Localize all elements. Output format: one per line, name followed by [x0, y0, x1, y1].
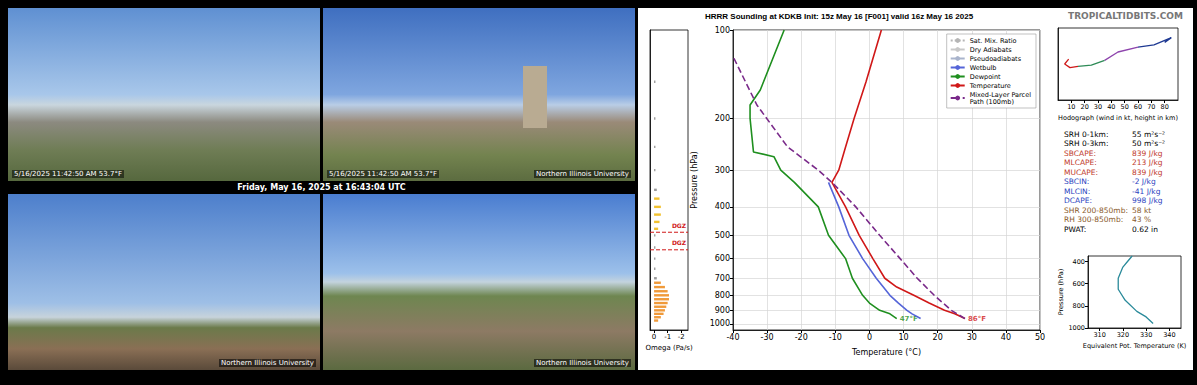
svg-text:MLCAPE:: MLCAPE:: [1064, 158, 1097, 167]
svg-text:PWAT:: PWAT:: [1064, 225, 1086, 234]
svg-text:30: 30: [1094, 103, 1102, 111]
svg-text:200: 200: [715, 114, 730, 123]
svg-text:400: 400: [715, 202, 730, 211]
svg-text:800: 800: [1073, 302, 1085, 310]
svg-text:600: 600: [715, 254, 730, 263]
svg-text:1000: 1000: [710, 319, 730, 328]
svg-text:DGZ: DGZ: [672, 222, 687, 229]
svg-text:998 J/kg: 998 J/kg: [1132, 196, 1163, 205]
svg-text:DGZ: DGZ: [672, 239, 687, 246]
svg-text:600: 600: [1073, 280, 1085, 288]
svg-text:0.62 in: 0.62 in: [1132, 225, 1158, 234]
svg-text:MUCAPE:: MUCAPE:: [1064, 168, 1098, 177]
svg-text:300: 300: [715, 166, 730, 175]
svg-text:-30: -30: [761, 333, 774, 342]
svg-text:Sat. Mix. Ratio: Sat. Mix. Ratio: [970, 37, 1017, 45]
svg-text:-10: -10: [829, 333, 842, 342]
svg-text:-40: -40: [726, 333, 739, 342]
svg-text:-1: -1: [664, 333, 671, 341]
svg-text:50: 50: [1035, 333, 1045, 342]
svg-text:40: 40: [1001, 333, 1011, 342]
svg-text:SRH 0-3km:: SRH 0-3km:: [1064, 139, 1108, 148]
svg-text:Pressure (hPa): Pressure (hPa): [690, 151, 699, 208]
svg-text:Dry Adiabats: Dry Adiabats: [970, 46, 1012, 54]
html-text:5/16/2025 11:42:50 AM 53.7°F: 5/16/2025 11:42:50 AM 53.7°F: [14, 170, 122, 178]
svg-text:SRH 0-1km:: SRH 0-1km:: [1064, 130, 1108, 139]
html-text:Friday, May 16, 2025 at 16:43:: Friday, May 16, 2025 at 16:43:04 UTC: [237, 183, 406, 192]
svg-text:500: 500: [715, 231, 730, 240]
svg-text:Mixed-Layer Parcel: Mixed-Layer Parcel: [969, 90, 1033, 99]
svg-text:43 %: 43 %: [1132, 215, 1151, 224]
svg-text:700: 700: [715, 274, 730, 283]
svg-text:-41 J/kg: -41 J/kg: [1132, 187, 1161, 196]
svg-text:0: 0: [867, 333, 872, 342]
svg-text:800: 800: [715, 291, 730, 300]
svg-text:213 J/kg: 213 J/kg: [1132, 158, 1163, 167]
svg-text:Path (100mb): Path (100mb): [970, 98, 1014, 106]
svg-text:SBCIN:: SBCIN:: [1064, 177, 1089, 186]
svg-text:55 m²s⁻²: 55 m²s⁻²: [1132, 130, 1165, 139]
svg-text:Hodograph (wind in kt, height: Hodograph (wind in kt, height in km): [1058, 114, 1178, 122]
svg-text:330: 330: [1140, 331, 1152, 339]
svg-text:Wetbulb: Wetbulb: [970, 64, 997, 72]
svg-text:900: 900: [715, 306, 730, 315]
svg-text:1000: 1000: [1068, 324, 1085, 332]
svg-text:Pseudoadiabats: Pseudoadiabats: [970, 55, 1022, 63]
svg-text:Pressure (hPa): Pressure (hPa): [1057, 269, 1065, 316]
svg-text:-20: -20: [795, 333, 808, 342]
svg-text:TROPICALTIDBITS.COM: TROPICALTIDBITS.COM: [1068, 11, 1183, 21]
svg-text:58 kt: 58 kt: [1132, 206, 1151, 215]
svg-text:Equivalent Pot. Temperature (K: Equivalent Pot. Temperature (K): [1083, 342, 1186, 350]
html-text:5/16/2025 11:42:50 AM 53.7°F: 5/16/2025 11:42:50 AM 53.7°F: [329, 170, 437, 178]
svg-text:-2 J/kg: -2 J/kg: [1132, 177, 1156, 186]
svg-text:10: 10: [1067, 103, 1075, 111]
svg-text:40: 40: [1107, 103, 1115, 111]
html-text:Northern Illinois University: Northern Illinois University: [220, 359, 314, 367]
svg-text:340: 340: [1163, 331, 1175, 339]
svg-text:10: 10: [898, 333, 908, 342]
svg-text:20: 20: [933, 333, 943, 342]
svg-text:47°F: 47°F: [899, 314, 918, 323]
svg-text:-2: -2: [678, 333, 685, 341]
svg-text:60: 60: [1134, 103, 1142, 111]
svg-text:Omega (Pa/s): Omega (Pa/s): [645, 344, 693, 352]
svg-text:310: 310: [1093, 331, 1105, 339]
svg-text:30: 30: [967, 333, 977, 342]
svg-text:20: 20: [1081, 103, 1089, 111]
svg-text:RH 300-850mb:: RH 300-850mb:: [1064, 215, 1123, 224]
svg-text:86°F: 86°F: [968, 315, 986, 323]
svg-text:DCAPE:: DCAPE:: [1064, 196, 1092, 205]
svg-text:400: 400: [1073, 258, 1085, 266]
svg-text:50: 50: [1121, 103, 1129, 111]
svg-text:Temperature (°C): Temperature (°C): [851, 348, 921, 357]
svg-text:80: 80: [1161, 103, 1169, 111]
svg-text:320: 320: [1117, 331, 1129, 339]
svg-text:50 m²s⁻²: 50 m²s⁻²: [1132, 139, 1165, 148]
svg-text:100: 100: [715, 26, 730, 35]
svg-text:0: 0: [652, 333, 656, 341]
svg-text:SBCAPE:: SBCAPE:: [1064, 149, 1096, 158]
svg-text:839 J/kg: 839 J/kg: [1132, 149, 1163, 158]
svg-text:70: 70: [1147, 103, 1155, 111]
html-text:Northern Illinois University: Northern Illinois University: [535, 170, 629, 178]
svg-text:MLCIN:: MLCIN:: [1064, 187, 1090, 196]
html-text:Northern Illinois University: Northern Illinois University: [535, 359, 629, 367]
svg-text:SHR 200-850mb:: SHR 200-850mb:: [1064, 206, 1128, 215]
svg-text:Temperature: Temperature: [969, 82, 1011, 90]
svg-text:Dewpoint: Dewpoint: [970, 73, 1001, 81]
svg-text:HRRR Sounding at KDKB Init: 15: HRRR Sounding at KDKB Init: 15z May 16 […: [705, 12, 974, 21]
svg-text:839 J/kg: 839 J/kg: [1132, 168, 1163, 177]
